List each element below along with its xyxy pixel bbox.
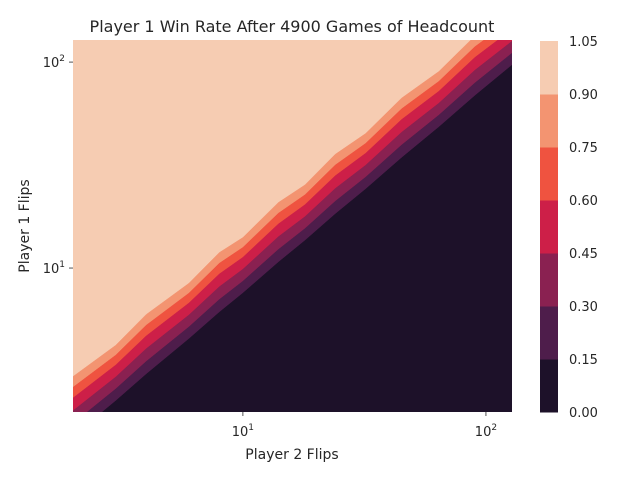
- colorbar-segment-3: [540, 200, 558, 254]
- colorbar-segment-1: [540, 306, 558, 360]
- x-tick-label-0: 101: [232, 423, 254, 440]
- colorbar-label-7: 1.05: [569, 35, 598, 50]
- colorbar-label-4: 0.60: [569, 194, 598, 209]
- colorbar-segment-5: [540, 94, 558, 148]
- y-tick-label-1: 102: [43, 54, 65, 71]
- y-tick-label-0: 101: [43, 260, 65, 277]
- x-tick-label-1: 102: [475, 423, 497, 440]
- x-axis-ticks: 101 102: [232, 412, 497, 440]
- colorbar-label-0: 0.00: [569, 406, 598, 421]
- colorbar-label-6: 0.90: [569, 88, 598, 103]
- colorbar-label-1: 0.15: [569, 353, 598, 368]
- colorbar-segment-2: [540, 253, 558, 307]
- y-axis-ticks: 101 102: [43, 54, 73, 277]
- colorbar-label-2: 0.30: [569, 300, 598, 315]
- colorbar-segment-4: [540, 147, 558, 201]
- colorbar: 0.00 0.15 0.30 0.45 0.60 0.75 0.90 1.05: [540, 35, 598, 421]
- contour-bands: [73, 40, 512, 412]
- contour-plot-area: [73, 40, 512, 412]
- y-axis-label: Player 1 Flips: [17, 179, 33, 272]
- x-axis-label: Player 2 Flips: [245, 447, 338, 463]
- chart-title: Player 1 Win Rate After 4900 Games of He…: [90, 17, 495, 36]
- colorbar-label-3: 0.45: [569, 247, 598, 262]
- colorbar-segment-6: [540, 41, 558, 95]
- contour-band-0: [101, 64, 512, 412]
- colorbar-label-5: 0.75: [569, 141, 598, 156]
- colorbar-segment-0: [540, 359, 558, 413]
